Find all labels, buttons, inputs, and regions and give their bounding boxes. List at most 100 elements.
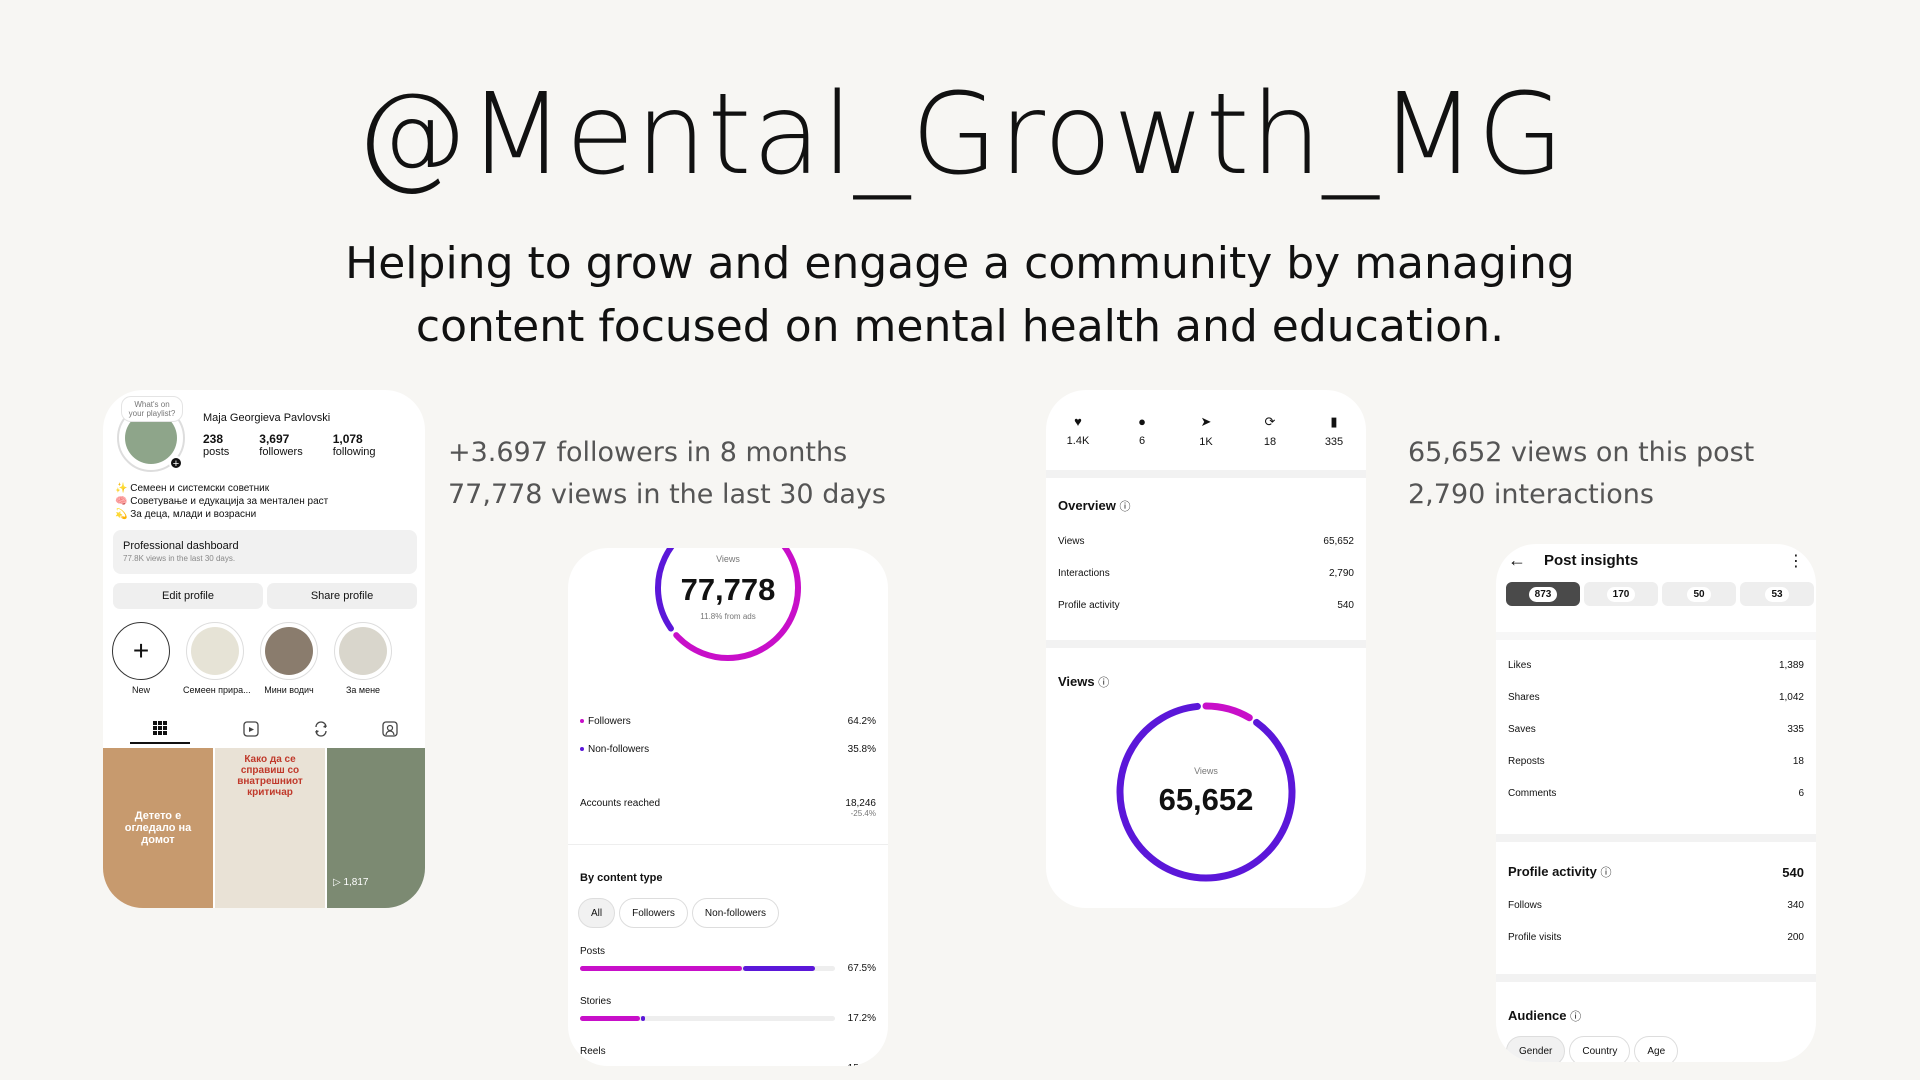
stat-posts[interactable]: 238 posts: [203, 432, 230, 458]
divider: [1496, 834, 1816, 842]
stat-following[interactable]: 1,078 following: [332, 432, 376, 458]
post-views-ring-chart: [1116, 702, 1296, 882]
profile-name: Maja Georgieva Pavlovski: [203, 412, 331, 424]
filter-nonfollowers[interactable]: Non-followers: [691, 898, 780, 928]
profile-caption-line2: 77,778 views in the last 30 days: [448, 479, 886, 510]
profile-activity-header: Profile activity ⓘ 540: [1508, 864, 1804, 880]
metric-value: 340: [1787, 900, 1804, 911]
more-options-icon[interactable]: ⋮: [1788, 552, 1804, 570]
metric-row[interactable]: Views 65,652: [1058, 536, 1354, 547]
professional-dashboard[interactable]: Professional dashboard 77.8K views in th…: [113, 530, 417, 574]
highlight-item[interactable]: За мене: [331, 622, 395, 695]
tab-reposts[interactable]: [313, 721, 329, 737]
tab-grid[interactable]: [129, 714, 190, 744]
metric-value: 65,652: [1323, 536, 1354, 547]
insights-tab[interactable]: 873: [1506, 582, 1580, 606]
filter-age[interactable]: Age: [1634, 1036, 1679, 1062]
insights-tab[interactable]: 50: [1662, 582, 1736, 606]
insights-tab[interactable]: 53: [1740, 582, 1814, 606]
highlight-item[interactable]: Семеен прира...: [183, 622, 251, 695]
headline: @Mental_Growth_MG: [354, 70, 1565, 200]
insights-rows: Likes 1,389 Shares 1,042 Saves 335 Reposts 18 Co…: [1508, 660, 1804, 820]
filter-all[interactable]: All: [578, 898, 616, 928]
views-title: Views ⓘ: [1058, 674, 1110, 689]
engagement-stat[interactable]: ● 6: [1122, 414, 1162, 448]
dashboard-title: Professional dashboard: [123, 540, 239, 552]
content-type-title: By content type: [580, 872, 663, 884]
post-ring-value: 65,652: [1158, 782, 1254, 817]
engagement-value: 335: [1324, 436, 1344, 448]
metric-row[interactable]: Comments 6: [1508, 788, 1804, 799]
engagement-stat[interactable]: ♥ 1.4K: [1058, 414, 1098, 448]
edit-profile-button[interactable]: Edit profile: [113, 583, 263, 609]
info-icon[interactable]: ⓘ: [1098, 677, 1110, 689]
highlight-item[interactable]: Мини водич: [257, 622, 321, 695]
metric-label: Likes: [1508, 660, 1532, 671]
metric-row[interactable]: Reposts 18: [1508, 756, 1804, 767]
divider: [1046, 640, 1366, 648]
audience-title: Audience ⓘ: [1508, 1008, 1582, 1023]
metric-row[interactable]: Interactions 2,790: [1058, 568, 1354, 579]
insights-tab-count: 873: [1528, 586, 1558, 602]
stat-followers[interactable]: 3,697 followers: [259, 432, 303, 458]
filter-followers[interactable]: Followers: [619, 898, 688, 928]
engagement-stat[interactable]: ➤ 1K: [1186, 414, 1226, 448]
metric-row[interactable]: Likes 1,389: [1508, 660, 1804, 671]
tab-reels[interactable]: [243, 721, 259, 737]
info-icon[interactable]: ⓘ: [1600, 867, 1612, 879]
accounts-reached-row[interactable]: Accounts reached 18,246 -25.4%: [580, 798, 876, 818]
metric-row[interactable]: Shares 1,042: [1508, 692, 1804, 703]
share-profile-button[interactable]: Share profile: [267, 583, 417, 609]
views-card: Views 77,778 11.8% from ads Followers 64…: [568, 548, 888, 1066]
profile-tabs: [103, 714, 425, 744]
content-type-item: Posts 67.5%: [580, 946, 876, 974]
nonfollowers-bar: [640, 1016, 645, 1021]
engagement-stat[interactable]: ⟳ 18: [1250, 414, 1290, 448]
bar-track: [580, 966, 835, 971]
bio-line: 🧠 Советување и едукација за ментален рас…: [115, 496, 329, 507]
insights-tab-count: 53: [1765, 586, 1789, 602]
grid-post[interactable]: Како да се справиш со внатрешниот критич…: [215, 748, 325, 908]
profile-caption: +3.697 followers in 8 months 77,778 view…: [448, 432, 886, 516]
insights-header: ← Post insights ⋮: [1508, 550, 1804, 571]
metric-row[interactable]: Profile visits 200: [1508, 932, 1804, 943]
repost-icon: ⟳: [1264, 414, 1276, 429]
engagement-value: 6: [1138, 435, 1146, 447]
content-type-label: Reels: [580, 1046, 606, 1057]
content-type-pct: 15.3%: [848, 1063, 876, 1066]
metric-label: Profile activity: [1058, 600, 1120, 611]
metric-value: 200: [1787, 932, 1804, 943]
metric-label: Profile visits: [1508, 932, 1562, 943]
nonfollowers-arc: [655, 548, 675, 632]
insights-tab-count: 170: [1606, 586, 1636, 602]
tab-tagged[interactable]: [382, 721, 398, 737]
filter-gender[interactable]: Gender: [1506, 1036, 1566, 1062]
post-caption-line1: 65,652 views on this post: [1408, 437, 1755, 468]
back-arrow-icon[interactable]: ←: [1508, 550, 1526, 570]
add-story-icon[interactable]: +: [169, 456, 183, 470]
metric-value: 6: [1798, 788, 1804, 799]
note-bubble[interactable]: What's on your playlist?: [121, 396, 183, 422]
content-type-label: Stories: [580, 996, 612, 1007]
dashboard-subtitle: 77.8K views in the last 30 days.: [123, 554, 236, 563]
grid-post[interactable]: Детето е огледало на домот: [103, 748, 213, 908]
nonfollowers-dot: [580, 747, 584, 752]
content-type-label: Posts: [580, 946, 606, 957]
insights-tab[interactable]: 170: [1584, 582, 1658, 606]
metric-row[interactable]: Profile activity 540: [1058, 600, 1354, 611]
insights-title: Post insights: [1544, 552, 1639, 569]
grid-icon: [152, 721, 167, 735]
filter-country[interactable]: Country: [1569, 1036, 1631, 1062]
insights-tabs: 873 170 50 53: [1506, 582, 1814, 606]
profile-caption-line1: +3.697 followers in 8 months: [448, 437, 848, 468]
highlight-new[interactable]: + New: [109, 622, 173, 695]
metric-row[interactable]: Follows 340: [1508, 900, 1804, 911]
metric-row[interactable]: Saves 335: [1508, 724, 1804, 735]
info-icon[interactable]: ⓘ: [1570, 1011, 1582, 1023]
engagement-stat[interactable]: ▮ 335: [1314, 414, 1354, 448]
grid-post[interactable]: ▷ 1,817: [327, 748, 425, 908]
highlight-cover: [339, 627, 387, 675]
info-icon[interactable]: ⓘ: [1119, 501, 1131, 513]
insights-tab-count: 50: [1687, 586, 1711, 602]
nonfollowers-row: Non-followers 35.8%: [580, 744, 876, 755]
